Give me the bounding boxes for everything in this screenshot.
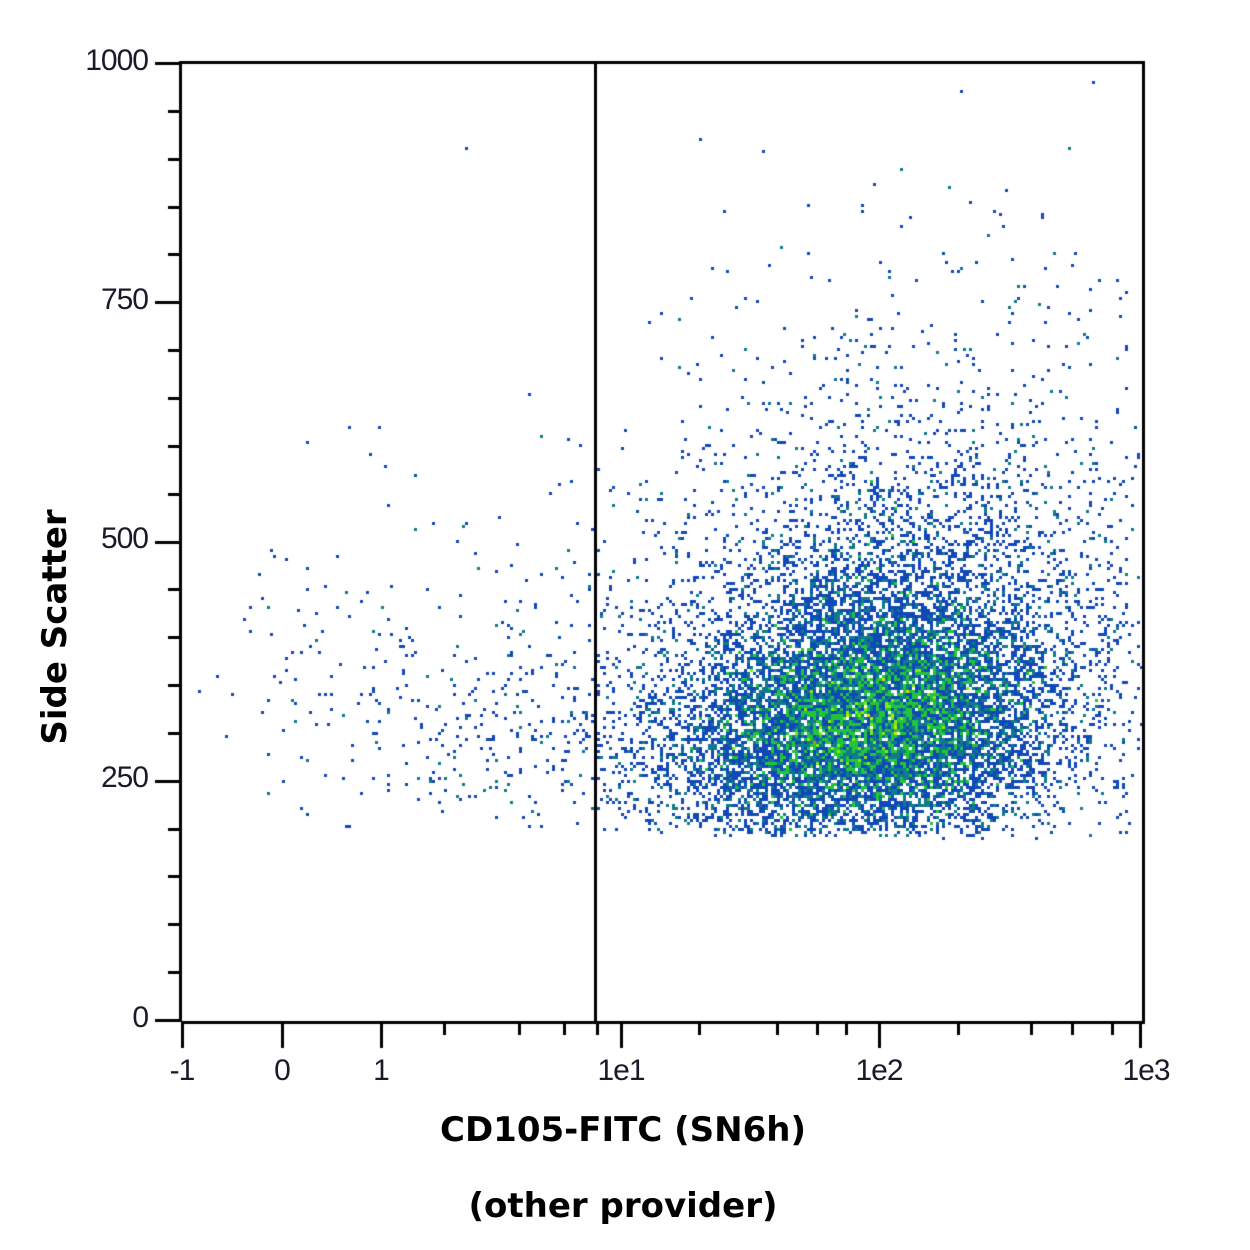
y-tick-label: 500: [100, 522, 149, 555]
x-axis-subtitle: (other provider): [468, 1186, 778, 1226]
x-tick-label: 1: [373, 1054, 390, 1087]
y-axis-title: Side Scatter: [35, 509, 75, 745]
y-tick-label: 1000: [85, 44, 149, 77]
x-tick-label: 0: [274, 1054, 291, 1087]
y-tick-label: 750: [100, 283, 149, 316]
x-tick-label: -1: [169, 1054, 196, 1087]
x-tick-label: 1e2: [855, 1054, 903, 1087]
x-tick-label: 1e1: [597, 1054, 645, 1087]
y-tick-label: 250: [100, 761, 149, 794]
x-axis-title: CD105-FITC (SN6h): [440, 1110, 806, 1150]
x-tick-label: 1e3: [1122, 1054, 1170, 1087]
y-tick-label: 0: [132, 1001, 149, 1034]
